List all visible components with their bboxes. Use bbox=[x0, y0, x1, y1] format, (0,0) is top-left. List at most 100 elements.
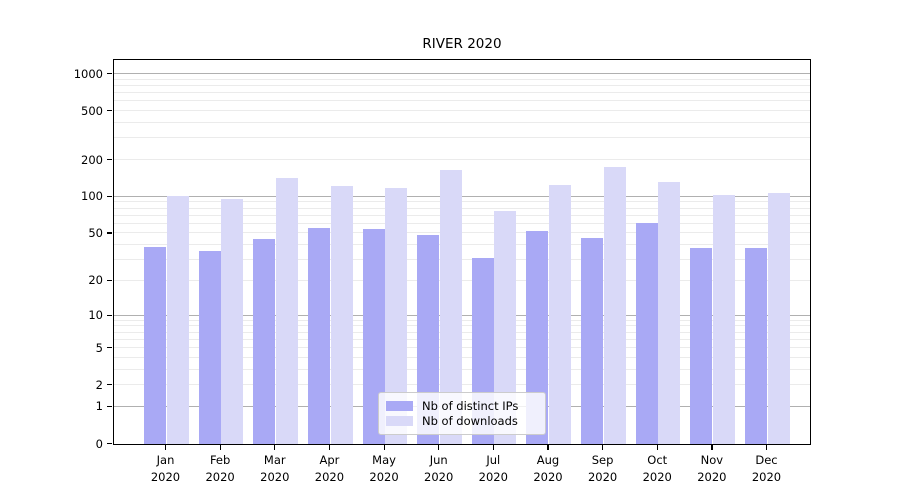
legend: Nb of distinct IPs Nb of downloads bbox=[378, 392, 546, 435]
chart-title: RIVER 2020 bbox=[422, 36, 502, 52]
y-tick bbox=[107, 384, 112, 386]
minor-gridline bbox=[114, 159, 810, 161]
x-tick-label: Feb 2020 bbox=[205, 453, 235, 484]
bar-distinct-ips bbox=[307, 227, 330, 444]
minor-gridline bbox=[114, 214, 810, 216]
legend-item-downloads: Nb of downloads bbox=[386, 414, 537, 428]
bar-downloads bbox=[712, 194, 735, 444]
major-gridline bbox=[114, 195, 810, 197]
y-tick bbox=[107, 110, 112, 112]
minor-gridline bbox=[114, 222, 810, 224]
minor-gridline bbox=[114, 100, 810, 102]
x-tick bbox=[219, 445, 221, 450]
legend-label-distinct-ips: Nb of distinct IPs bbox=[422, 399, 519, 413]
bar-downloads bbox=[658, 182, 681, 444]
legend-label-downloads: Nb of downloads bbox=[422, 414, 518, 428]
x-tick-label: Apr 2020 bbox=[314, 453, 345, 484]
x-tick-label: Aug 2020 bbox=[533, 453, 563, 484]
minor-gridline bbox=[114, 207, 810, 209]
y-tick-label: 5 bbox=[95, 340, 103, 355]
y-tick bbox=[107, 232, 112, 234]
y-tick bbox=[107, 347, 112, 349]
minor-gridline bbox=[114, 110, 810, 112]
bar-distinct-ips bbox=[635, 223, 658, 444]
y-tick bbox=[107, 73, 112, 75]
minor-gridline bbox=[114, 92, 810, 94]
minor-gridline bbox=[114, 338, 810, 340]
minor-gridline bbox=[114, 244, 810, 246]
x-tick bbox=[492, 445, 494, 450]
bar-downloads bbox=[275, 177, 298, 444]
y-tick bbox=[107, 314, 112, 316]
y-tick-label: 200 bbox=[81, 152, 103, 167]
minor-gridline bbox=[114, 137, 810, 139]
x-tick bbox=[274, 445, 276, 450]
y-tick bbox=[107, 279, 112, 282]
minor-gridline bbox=[114, 232, 810, 234]
x-tick-label: Jun 2020 bbox=[424, 453, 454, 484]
bar-downloads bbox=[221, 198, 244, 444]
y-tick-label: 0 bbox=[95, 436, 103, 451]
minor-gridline bbox=[114, 331, 810, 333]
legend-item-distinct-ips: Nb of distinct IPs bbox=[386, 399, 537, 413]
x-tick-label: May 2020 bbox=[369, 453, 399, 484]
minor-gridline bbox=[114, 319, 810, 321]
x-tick-label: Jan 2020 bbox=[150, 453, 181, 484]
x-tick bbox=[383, 445, 385, 450]
minor-gridline bbox=[114, 259, 810, 261]
x-tick bbox=[766, 445, 768, 450]
y-tick bbox=[107, 405, 112, 408]
bar-downloads bbox=[439, 169, 462, 444]
x-tick bbox=[656, 445, 658, 450]
bar-downloads bbox=[549, 185, 572, 444]
minor-gridline bbox=[114, 368, 810, 370]
x-tick-label: Sep 2020 bbox=[587, 453, 618, 484]
y-tick-label: 500 bbox=[81, 103, 103, 118]
major-gridline bbox=[114, 73, 810, 75]
bar-distinct-ips bbox=[690, 247, 713, 444]
minor-gridline bbox=[114, 356, 810, 358]
x-tick-label: Nov 2020 bbox=[697, 453, 727, 484]
x-tick bbox=[438, 445, 440, 450]
y-tick-label: 1 bbox=[95, 399, 103, 414]
bar-downloads bbox=[166, 196, 189, 444]
x-tick-label: Mar 2020 bbox=[260, 453, 290, 484]
bar-downloads bbox=[494, 210, 517, 444]
minor-gridline bbox=[114, 122, 810, 124]
y-tick bbox=[107, 195, 112, 198]
minor-gridline bbox=[114, 279, 810, 281]
bar-downloads bbox=[767, 192, 790, 444]
y-tick-label: 100 bbox=[81, 189, 103, 204]
x-tick-label: Jul 2020 bbox=[478, 453, 508, 484]
y-tick-label: 20 bbox=[88, 273, 103, 288]
bar-distinct-ips bbox=[417, 234, 440, 444]
x-tick bbox=[328, 445, 331, 450]
minor-gridline bbox=[114, 78, 810, 80]
bar-distinct-ips bbox=[526, 231, 549, 444]
bar-distinct-ips bbox=[745, 247, 767, 444]
bar-downloads bbox=[603, 167, 626, 444]
y-tick-label: 1000 bbox=[73, 66, 103, 81]
bar-downloads bbox=[330, 185, 353, 444]
x-tick-label: Oct 2020 bbox=[642, 453, 672, 484]
minor-gridline bbox=[114, 347, 810, 349]
bar-distinct-ips bbox=[581, 237, 604, 444]
x-tick-label: Dec 2020 bbox=[751, 453, 782, 484]
y-tick-label: 2 bbox=[95, 377, 103, 392]
plot-area bbox=[113, 59, 811, 445]
minor-gridline bbox=[114, 85, 810, 86]
bar-downloads bbox=[385, 187, 408, 444]
major-gridline bbox=[114, 314, 810, 316]
x-tick bbox=[711, 445, 713, 450]
x-tick bbox=[547, 445, 549, 450]
x-tick bbox=[602, 445, 604, 450]
minor-gridline bbox=[114, 325, 810, 327]
y-tick-label: 50 bbox=[88, 225, 103, 240]
minor-gridline bbox=[114, 201, 810, 203]
y-tick bbox=[107, 159, 112, 161]
minor-gridline bbox=[114, 384, 810, 386]
x-tick bbox=[165, 445, 167, 450]
bar-distinct-ips bbox=[362, 228, 385, 444]
bar-distinct-ips bbox=[144, 246, 166, 444]
